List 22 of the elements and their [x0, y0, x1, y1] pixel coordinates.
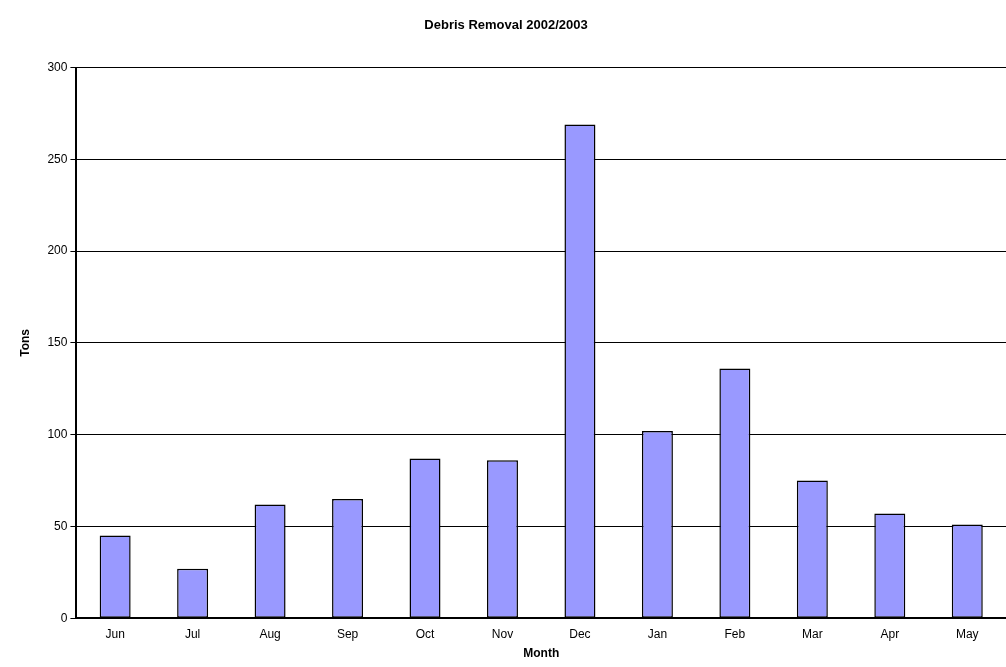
y-tick-label: 250: [47, 151, 68, 166]
x-tick-label: Feb: [724, 626, 746, 641]
x-tick-label: Jan: [647, 626, 668, 641]
x-axis-title: Month: [523, 646, 560, 661]
y-tick-label: 200: [47, 243, 68, 258]
y-tick-label: 150: [47, 335, 68, 350]
y-tick-label: 100: [47, 426, 68, 441]
x-tick-label: Mar: [802, 626, 823, 641]
y-axis-title: Tons: [17, 328, 32, 357]
y-tick-label: 50: [54, 518, 68, 533]
chart-title: Debris Removal 2002/2003: [424, 17, 588, 33]
x-tick-label: Apr: [880, 626, 900, 641]
x-tick-label: Jul: [184, 626, 201, 641]
y-tick-label: 300: [47, 59, 68, 74]
x-tick-label: May: [955, 626, 979, 641]
x-tick-label: Aug: [259, 626, 281, 641]
x-tick-label: Sep: [336, 626, 359, 641]
y-tick-label: 0: [60, 610, 68, 625]
x-tick-label: Dec: [569, 626, 591, 641]
x-tick-label: Oct: [415, 626, 436, 641]
x-tick-label: Nov: [491, 626, 514, 641]
x-tick-label: Jun: [105, 626, 125, 641]
